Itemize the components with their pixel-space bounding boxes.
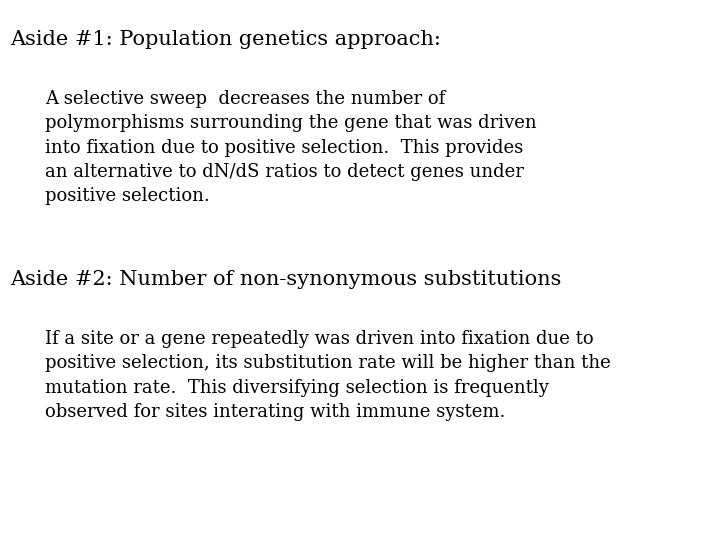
Text: A selective sweep  decreases the number of
polymorphisms surrounding the gene th: A selective sweep decreases the number o… [45,90,536,205]
Text: If a site or a gene repeatedly was driven into fixation due to
positive selectio: If a site or a gene repeatedly was drive… [45,330,611,421]
Text: Aside #1: Population genetics approach:: Aside #1: Population genetics approach: [10,30,441,49]
Text: Aside #2: Number of non-synonymous substitutions: Aside #2: Number of non-synonymous subst… [10,270,562,289]
